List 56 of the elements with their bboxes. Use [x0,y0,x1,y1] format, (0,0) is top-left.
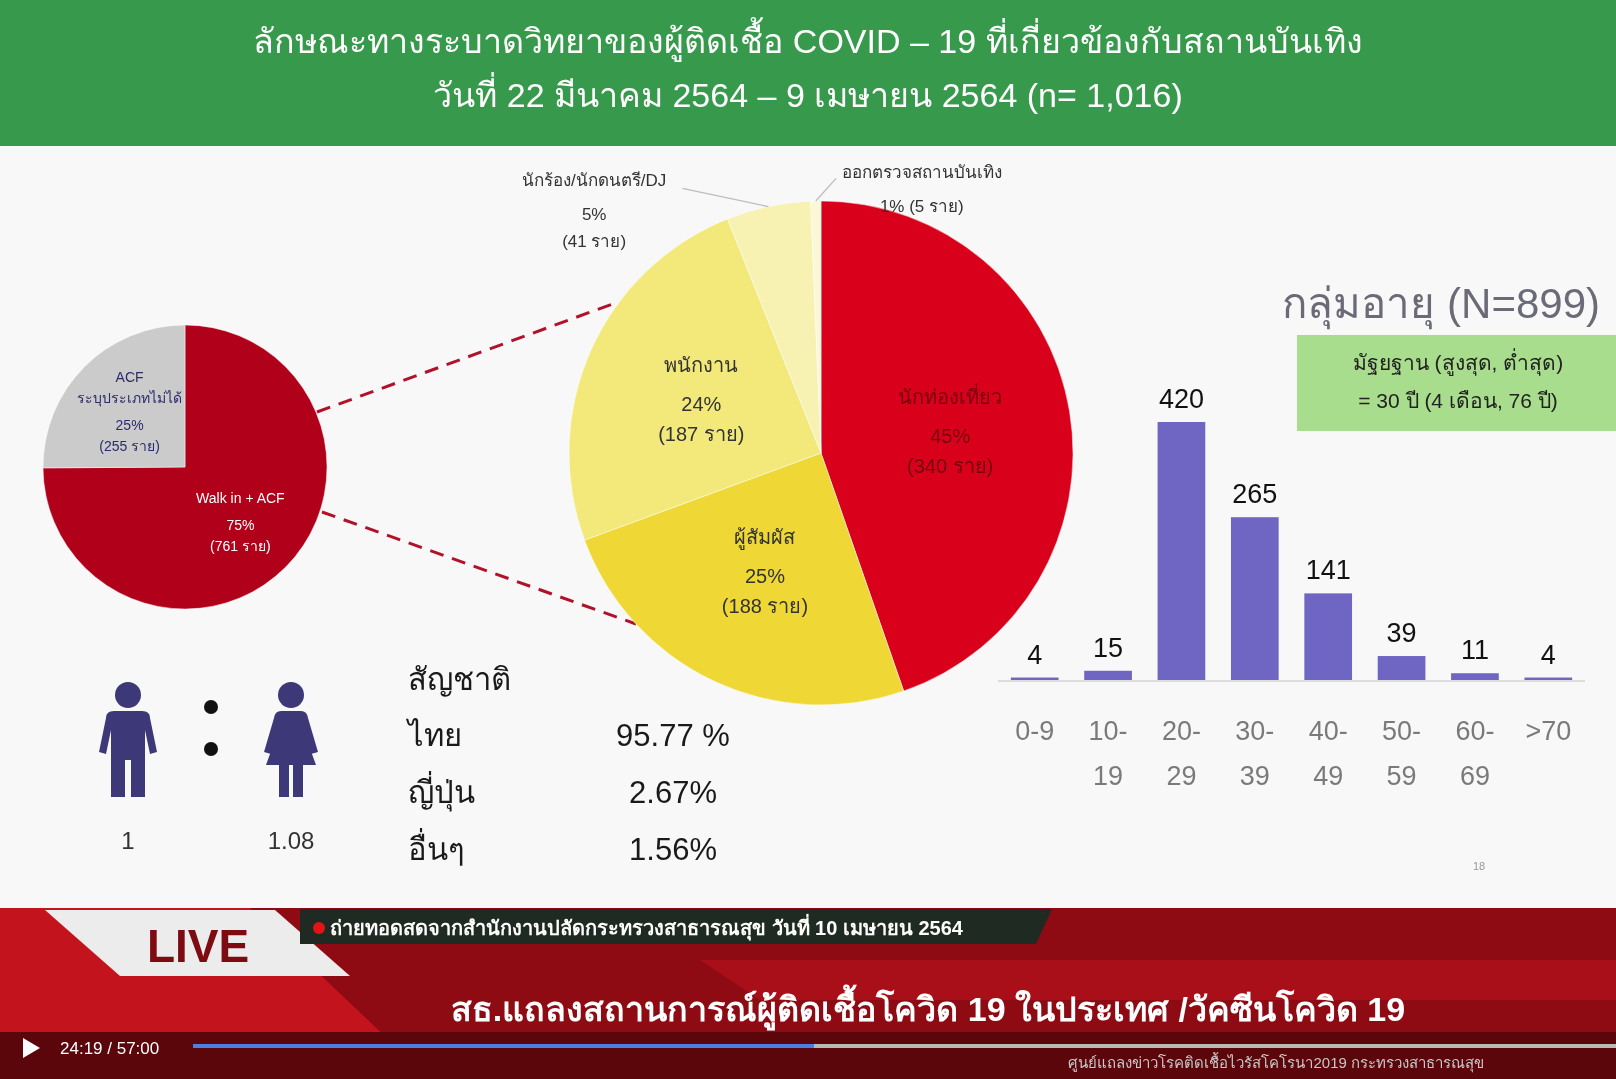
text: 95.77 % [616,718,730,753]
data-label: 420 [1158,384,1204,414]
text: 2.67% [629,775,717,810]
data-label: 15 [1093,632,1124,663]
category-label: ญี่ปุ่น [408,771,475,812]
x-tick-label: 10- 19 [1088,716,1128,791]
category-label: อื่นๆ [408,828,465,867]
x-tick-label: 30- 39 [1235,716,1275,791]
bar [1377,656,1426,680]
text: 1 [121,827,135,854]
data-label: 4 [1540,639,1556,670]
data-label: 265 [1232,479,1278,510]
text: สธ.แถลงสถานการณ์ผู้ติดเชื้อโควิด 19 ในประเทศ /วัคซีนโควิด 19 [450,984,1406,1031]
bar [1304,593,1353,680]
pie-slice [42,324,328,610]
slice-label: พนักงาน [664,354,739,377]
data-label: 5% (41 ราย) [562,204,627,252]
slice-label: Walk in + ACF [196,489,285,506]
slice-label: ACF ระบุประเภทไม่ได้ [77,369,183,408]
data-label: 141 [1305,555,1351,586]
x-tick-label: 60- 69 [1455,716,1495,791]
data-label: 39 [1386,618,1417,649]
text: 1.08 [267,827,315,854]
x-tick-label: 20- 29 [1161,716,1201,791]
text: ศูนย์แถลงข่าวโรคติดเชื้อไวรัสโคโรนา2019 กระทรวงสาธารณสุข [1068,1052,1484,1073]
slice-label: นักท่องเที่ยว [898,382,1003,408]
data-label: 4 [1027,639,1043,670]
text: LIVE [146,920,250,972]
bar [1084,670,1132,680]
x-tick-label: >70 [1525,716,1572,746]
text: วันที่ 22 มีนาคม 2564 – 9 เมษายน 2564 (n= 1,016) [433,72,1183,114]
text: 1.56% [629,832,717,867]
x-tick-label: 0-9 [1015,716,1055,746]
data-label: 1% (5 ราย) [879,197,964,217]
data-label: 25% (255 ราย) [99,417,160,455]
text: มัฐยฐาน (สูงสุด, ต่ำสุด) = 30 ปี (4 เดือน, 76 ปี) [1352,348,1564,412]
x-tick-label: 40- 49 [1308,716,1348,791]
text: 24:19 / 57:00 [60,1039,160,1058]
category-label: ไทย [405,718,462,753]
x-tick-label: 50- 59 [1382,716,1422,791]
data-label: 25% (188 ราย) [721,564,809,617]
data-label: 45% (340 ราย) [907,424,994,477]
text: ถ่ายทอดสดจากสำนักงานปลัดกระทรวงสาธารณสุข วันที่ 10 เมษายน 2564 [330,913,964,941]
text: ลักษณะทางระบาดวิทยาของผู้ติดเชื้อ COVID – 19 ที่เกี่ยวข้องกับสถานบันเทิง [253,17,1363,62]
data-label: 24% (187 ราย) [658,393,745,446]
bar [1451,673,1499,680]
bar [1157,422,1206,680]
chart-title: กลุ่มอายุ (N=899) [1282,280,1600,330]
text: 18 [1472,860,1486,872]
bar [1230,517,1279,680]
slice-label: ออกตรวจสถานบันเทิง [841,163,1002,183]
data-label: 11 [1460,635,1489,666]
slice-label: ผู้สัมผัส [734,525,796,550]
data-label: 75% (761 ราย) [210,517,271,555]
slice-label: นักร้อง/นักดนตรี/DJ [522,170,667,190]
text: สัญชาติ [408,662,511,697]
